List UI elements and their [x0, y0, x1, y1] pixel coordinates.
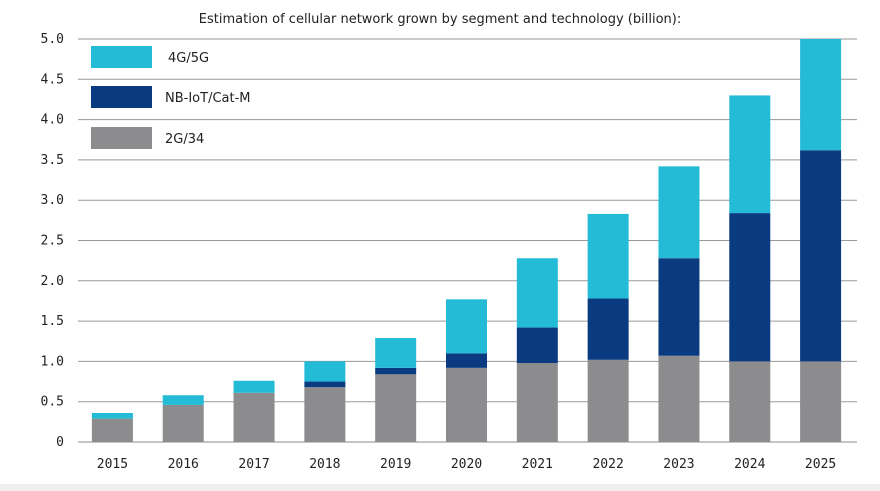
- bar-2024-4g-5g: [729, 95, 771, 214]
- legend-label: 4G/5G: [168, 51, 209, 66]
- y-tick-label: 2.0: [41, 274, 64, 289]
- legend-swatch: [91, 46, 152, 68]
- bar-2021-2g-34: [516, 363, 558, 442]
- bar-2025-4g-5g: [800, 39, 842, 151]
- bar-2022-nb-iot-cat-m: [587, 298, 629, 360]
- bar-2023-4g-5g: [658, 166, 700, 259]
- x-tick-label: 2017: [238, 457, 269, 472]
- x-tick-label: 2023: [663, 457, 694, 472]
- legend-swatch: [91, 86, 152, 108]
- bar-2024-nb-iot-cat-m: [729, 213, 771, 362]
- bar-2022-4g-5g: [587, 213, 629, 299]
- x-tick-label: 2016: [168, 457, 199, 472]
- x-tick-label: 2018: [309, 457, 340, 472]
- chart-title: Estimation of cellular network grown by …: [198, 12, 682, 27]
- bar-2015-4g-5g: [91, 412, 133, 419]
- x-tick-label: 2019: [380, 457, 411, 472]
- y-tick-label: 3.5: [41, 153, 64, 168]
- legend-label: 2G/34: [165, 132, 204, 147]
- y-tick-label: 0.5: [41, 395, 64, 410]
- bar-2023-nb-iot-cat-m: [658, 258, 700, 356]
- bar-2019-4g-5g: [375, 338, 417, 368]
- bar-2020-2g-34: [446, 367, 487, 442]
- y-tick-label: 3.0: [41, 193, 64, 208]
- y-tick-label: 1.0: [41, 354, 64, 369]
- bar-2018-nb-iot-cat-m: [304, 381, 346, 388]
- bar-2021-nb-iot-cat-m: [516, 327, 558, 364]
- bar-2021-4g-5g: [516, 258, 558, 328]
- y-tick-label: 2.5: [41, 234, 64, 249]
- bar-2018-4g-5g: [304, 361, 346, 382]
- bar-2020-nb-iot-cat-m: [446, 353, 487, 368]
- bar-2017-4g-5g: [233, 380, 275, 393]
- legend-label: NB-IoT/Cat-M: [165, 91, 251, 106]
- y-tick-label: 4.0: [41, 113, 64, 128]
- y-tick-label: 0: [56, 435, 64, 450]
- x-tick-label: 2021: [522, 457, 553, 472]
- bar-2017-2g-34: [233, 392, 275, 442]
- bar-2020-4g-5g: [446, 299, 487, 354]
- bar-2024-2g-34: [729, 361, 771, 442]
- legend-swatch: [91, 127, 152, 149]
- bar-2023-2g-34: [658, 355, 700, 442]
- x-tick-label: 2020: [451, 457, 482, 472]
- bar-2018-2g-34: [304, 387, 346, 442]
- bar-2019-2g-34: [375, 374, 417, 442]
- y-tick-label: 1.5: [41, 314, 64, 329]
- y-tick-label: 5.0: [41, 32, 64, 47]
- x-tick-label: 2025: [805, 457, 836, 472]
- y-tick-label: 4.5: [41, 72, 64, 87]
- x-tick-label: 2022: [592, 457, 623, 472]
- bar-2025-nb-iot-cat-m: [800, 150, 842, 362]
- x-tick-label: 2015: [97, 457, 128, 472]
- bottom-strip: [0, 484, 880, 491]
- bar-2022-2g-34: [587, 359, 629, 442]
- x-tick-label: 2024: [734, 457, 765, 472]
- bar-2019-nb-iot-cat-m: [375, 367, 417, 375]
- bar-2016-4g-5g: [162, 395, 204, 405]
- bar-2015-2g-34: [91, 418, 133, 442]
- bar-2016-2g-34: [162, 404, 204, 442]
- bar-2025-2g-34: [800, 361, 842, 442]
